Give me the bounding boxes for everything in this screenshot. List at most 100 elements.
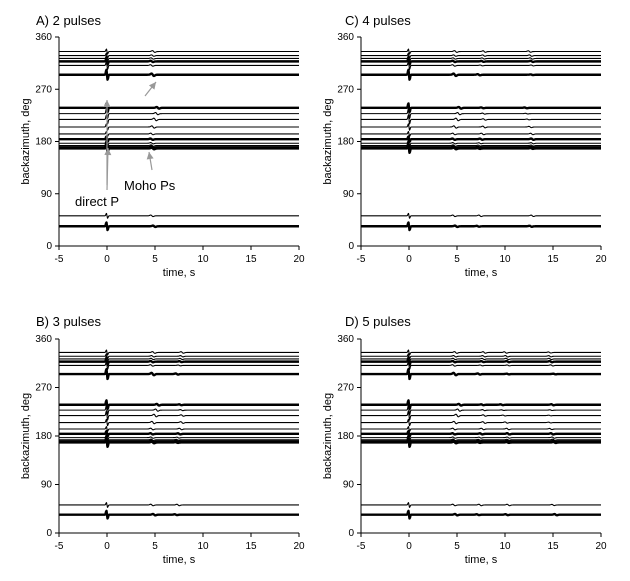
panel-d-trace-170 [360, 436, 602, 447]
panel-a-y-tick-label: 360 [35, 32, 52, 43]
panel-b-trace-52 [58, 502, 300, 508]
panel-b-y-tick-label: 270 [35, 383, 52, 394]
panel-c-trace-34 [360, 221, 602, 232]
panel-a-trace-335 [58, 48, 300, 55]
panel-c-trace-193 [360, 131, 602, 137]
panel-d-trace-52 [360, 502, 602, 508]
panel-b-trace-311 [58, 360, 300, 370]
panel-c-x-tick-label: 5 [454, 254, 460, 265]
panel-b-x-tick-label: 0 [104, 541, 110, 552]
panel-a-trace-205 [58, 123, 300, 131]
panel-c-x-tick-label: 20 [595, 254, 607, 265]
panel-c-x-tick-label: -5 [357, 254, 366, 265]
panel-a-x-tick-label: -5 [55, 254, 64, 265]
panel-d-trace-193 [360, 426, 602, 432]
direct-p-arrow-up-head [103, 100, 111, 107]
panel-d-y-tick-label: 0 [348, 528, 354, 539]
panel-c-trace-238 [360, 102, 602, 114]
panel-a-trace-323 [58, 55, 300, 62]
panel-a-trace-318 [58, 56, 300, 66]
panel-a-trace-238 [58, 102, 300, 114]
panel-d-trace-238 [360, 399, 602, 411]
panel-d-x-tick-label: 15 [547, 541, 559, 552]
panel-c-y-tick-label: 270 [337, 84, 354, 95]
panel-b-trace-228 [58, 404, 300, 416]
panel-c-y-tick-label: 180 [337, 137, 354, 148]
panel-d-x-tick-label: 20 [595, 541, 607, 552]
panel-c-trace-184 [360, 135, 602, 144]
panel-a-trace-184 [58, 135, 300, 144]
panel-c-trace-311 [360, 60, 602, 71]
panel-a-y-tick-label: 270 [35, 84, 52, 95]
panel-d-trace-177 [360, 433, 602, 442]
panel-b-y-tick-label: 0 [46, 528, 52, 539]
panel-d-trace-205 [360, 418, 602, 427]
panel-b-trace-328 [58, 353, 300, 360]
panel-a-x-tick-label: 0 [104, 254, 110, 265]
panel-d-y-tick-label: 180 [337, 431, 354, 442]
panel-d-x-tick-label: 5 [454, 541, 460, 552]
panel-b-trace-205 [58, 418, 300, 427]
panel-a-trace-295 [58, 68, 300, 81]
panel-d-trace-311 [360, 360, 602, 370]
panel-a-trace-34 [58, 221, 300, 232]
panel-a-trace-177 [58, 139, 300, 148]
panel-b-x-tick-label: 20 [293, 541, 305, 552]
panel-b-trace-193 [58, 426, 300, 432]
panel-d-trace-295 [360, 367, 602, 381]
panel-d-y-tick-label: 270 [337, 383, 354, 394]
panel-c-trace-205 [360, 123, 602, 131]
panel-c-trace-52 [360, 212, 602, 219]
panel-c-y-tick-label: 0 [348, 241, 354, 252]
panel-a-y-tick-label: 0 [46, 241, 52, 252]
panel-d-x-tick-label: -5 [357, 541, 366, 552]
panel-b-x-tick-label: 10 [197, 541, 209, 552]
panel-d: D) 5 pulses -5 0 5 10 15 20090180270360time, … [322, 314, 607, 566]
panel-d-y-tick-label: 90 [343, 480, 355, 491]
panel-a-y-tick-label: 180 [35, 137, 52, 148]
panel-b-x-tick-label: -5 [55, 541, 64, 552]
panel-a-trace-173 [58, 141, 300, 150]
panel-a-x-tick-label: 5 [152, 254, 158, 265]
panel-d-trace-228 [360, 404, 602, 416]
panel-d-trace-218 [360, 410, 602, 421]
panel-c-y-tick-label: 90 [343, 189, 355, 200]
panel-b: B) 3 pulses -5 0 5 10 15 20090180270360time, … [20, 314, 305, 566]
panel-c-trace-170 [360, 141, 602, 153]
panel-d-y-tick-label: 360 [337, 334, 354, 345]
panel-d-x-tick-label: 10 [499, 541, 511, 552]
panel-a-trace-311 [58, 60, 300, 71]
direct-p-arrow-lower-head [104, 148, 112, 156]
panel-b-trace-177 [58, 433, 300, 442]
direct-p-arrow-lower-shaft [106, 147, 109, 191]
panel-d-title: D) 5 pulses [345, 314, 411, 329]
panel-d-trace-173 [360, 435, 602, 445]
panel-c-x-tick-label: 10 [499, 254, 511, 265]
panel-a-anno-moho-ps: Moho Ps [124, 178, 176, 193]
panel-b-title: B) 3 pulses [36, 314, 102, 329]
panel-b-y-tick-label: 90 [41, 480, 53, 491]
panel-c-x-tick-label: 15 [547, 254, 559, 265]
panel-d-trace-328 [360, 353, 602, 360]
panel-b-trace-173 [58, 435, 300, 445]
panel-a-trace-170 [58, 141, 300, 153]
panel-c-trace-295 [360, 68, 602, 81]
panel-d-trace-323 [360, 355, 602, 363]
panel-c-trace-177 [360, 139, 602, 148]
panel-c-trace-318 [360, 56, 602, 66]
panel-c-trace-218 [360, 114, 602, 125]
panel-c-y-axis-label: backazimuth, deg [322, 98, 334, 184]
panel-b-y-tick-label: 180 [35, 431, 52, 442]
panel-b-trace-335 [58, 349, 300, 356]
panel-b-y-axis-label: backazimuth, deg [20, 393, 32, 479]
panel-b-trace-184 [58, 429, 300, 438]
panel-c-trace-228 [360, 108, 602, 120]
panel-c-title: C) 4 pulses [345, 13, 411, 28]
panel-a-trace-193 [58, 131, 300, 137]
panel-a-trace-218 [58, 114, 300, 125]
panel-b-x-tick-label: 15 [245, 541, 257, 552]
panel-c-trace-328 [360, 52, 602, 59]
panel-d-trace-34 [360, 509, 602, 520]
moho-ps-arrow-upper-head [148, 82, 156, 90]
panel-a-x-tick-label: 10 [197, 254, 209, 265]
